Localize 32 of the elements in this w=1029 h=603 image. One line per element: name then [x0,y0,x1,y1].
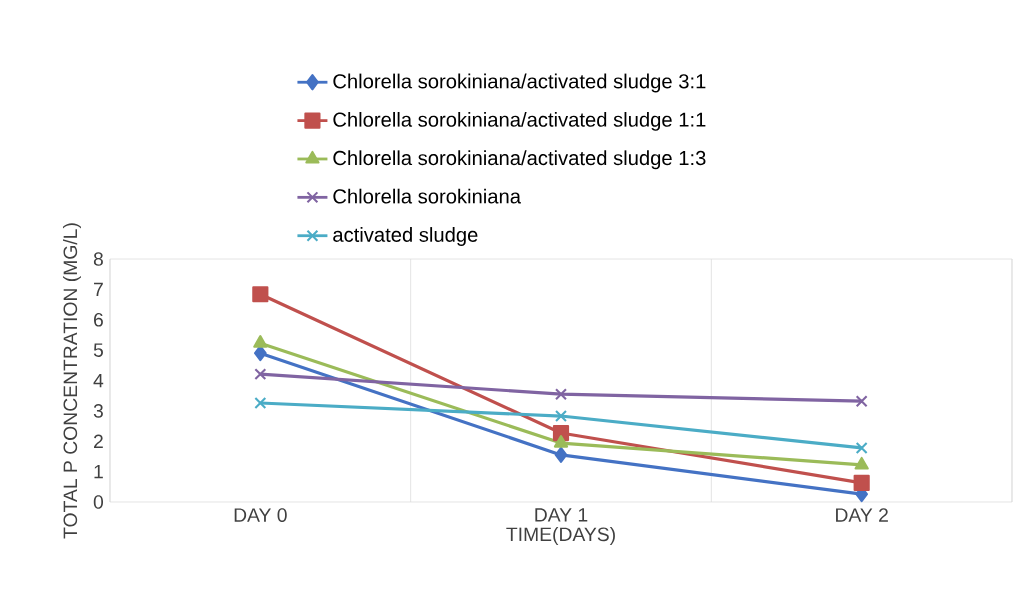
point [853,474,870,491]
point [854,456,869,470]
point [252,286,269,303]
legend-label: Chlorella sorokiniana [333,188,522,204]
legend-label: Chlorella sorokiniana/activated sludge 1:1 [333,111,706,131]
y-tick-label: 8 [93,252,103,266]
x-tick-label: DAY 0 [234,508,287,522]
y-tick-label: 7 [94,282,103,297]
point [554,388,568,401]
point [554,410,568,423]
legend-label: Chlorella sorokiniana/activated sludge 3:1 [333,73,706,93]
y-tick-label: 5 [93,343,103,357]
point [855,395,868,408]
y-tick-label: 6 [94,312,103,327]
point [254,368,267,381]
legend-label: activated sludge [333,227,478,246]
point [554,446,568,464]
point [553,434,569,448]
point [855,441,868,454]
y-tick-label: 4 [93,373,104,388]
legend-label: Chlorella sorokiniana/activated sludge 1:3 [333,150,706,170]
point [254,345,267,362]
x-tick-label: DAY 1 [535,508,588,522]
x-tick-label: DAY 2 [836,508,888,522]
x-axis-title: TIME(DAYS) [506,526,615,545]
point [253,335,268,348]
y-tick-label: 0 [93,495,104,509]
y-axis-title: TOTAL P CONCENTRATION (MG/L) [62,223,81,539]
point [254,396,267,410]
y-tick-label: 3 [93,404,103,418]
y-tick-label: 2 [94,434,103,448]
y-tick-label: 1 [94,464,103,479]
